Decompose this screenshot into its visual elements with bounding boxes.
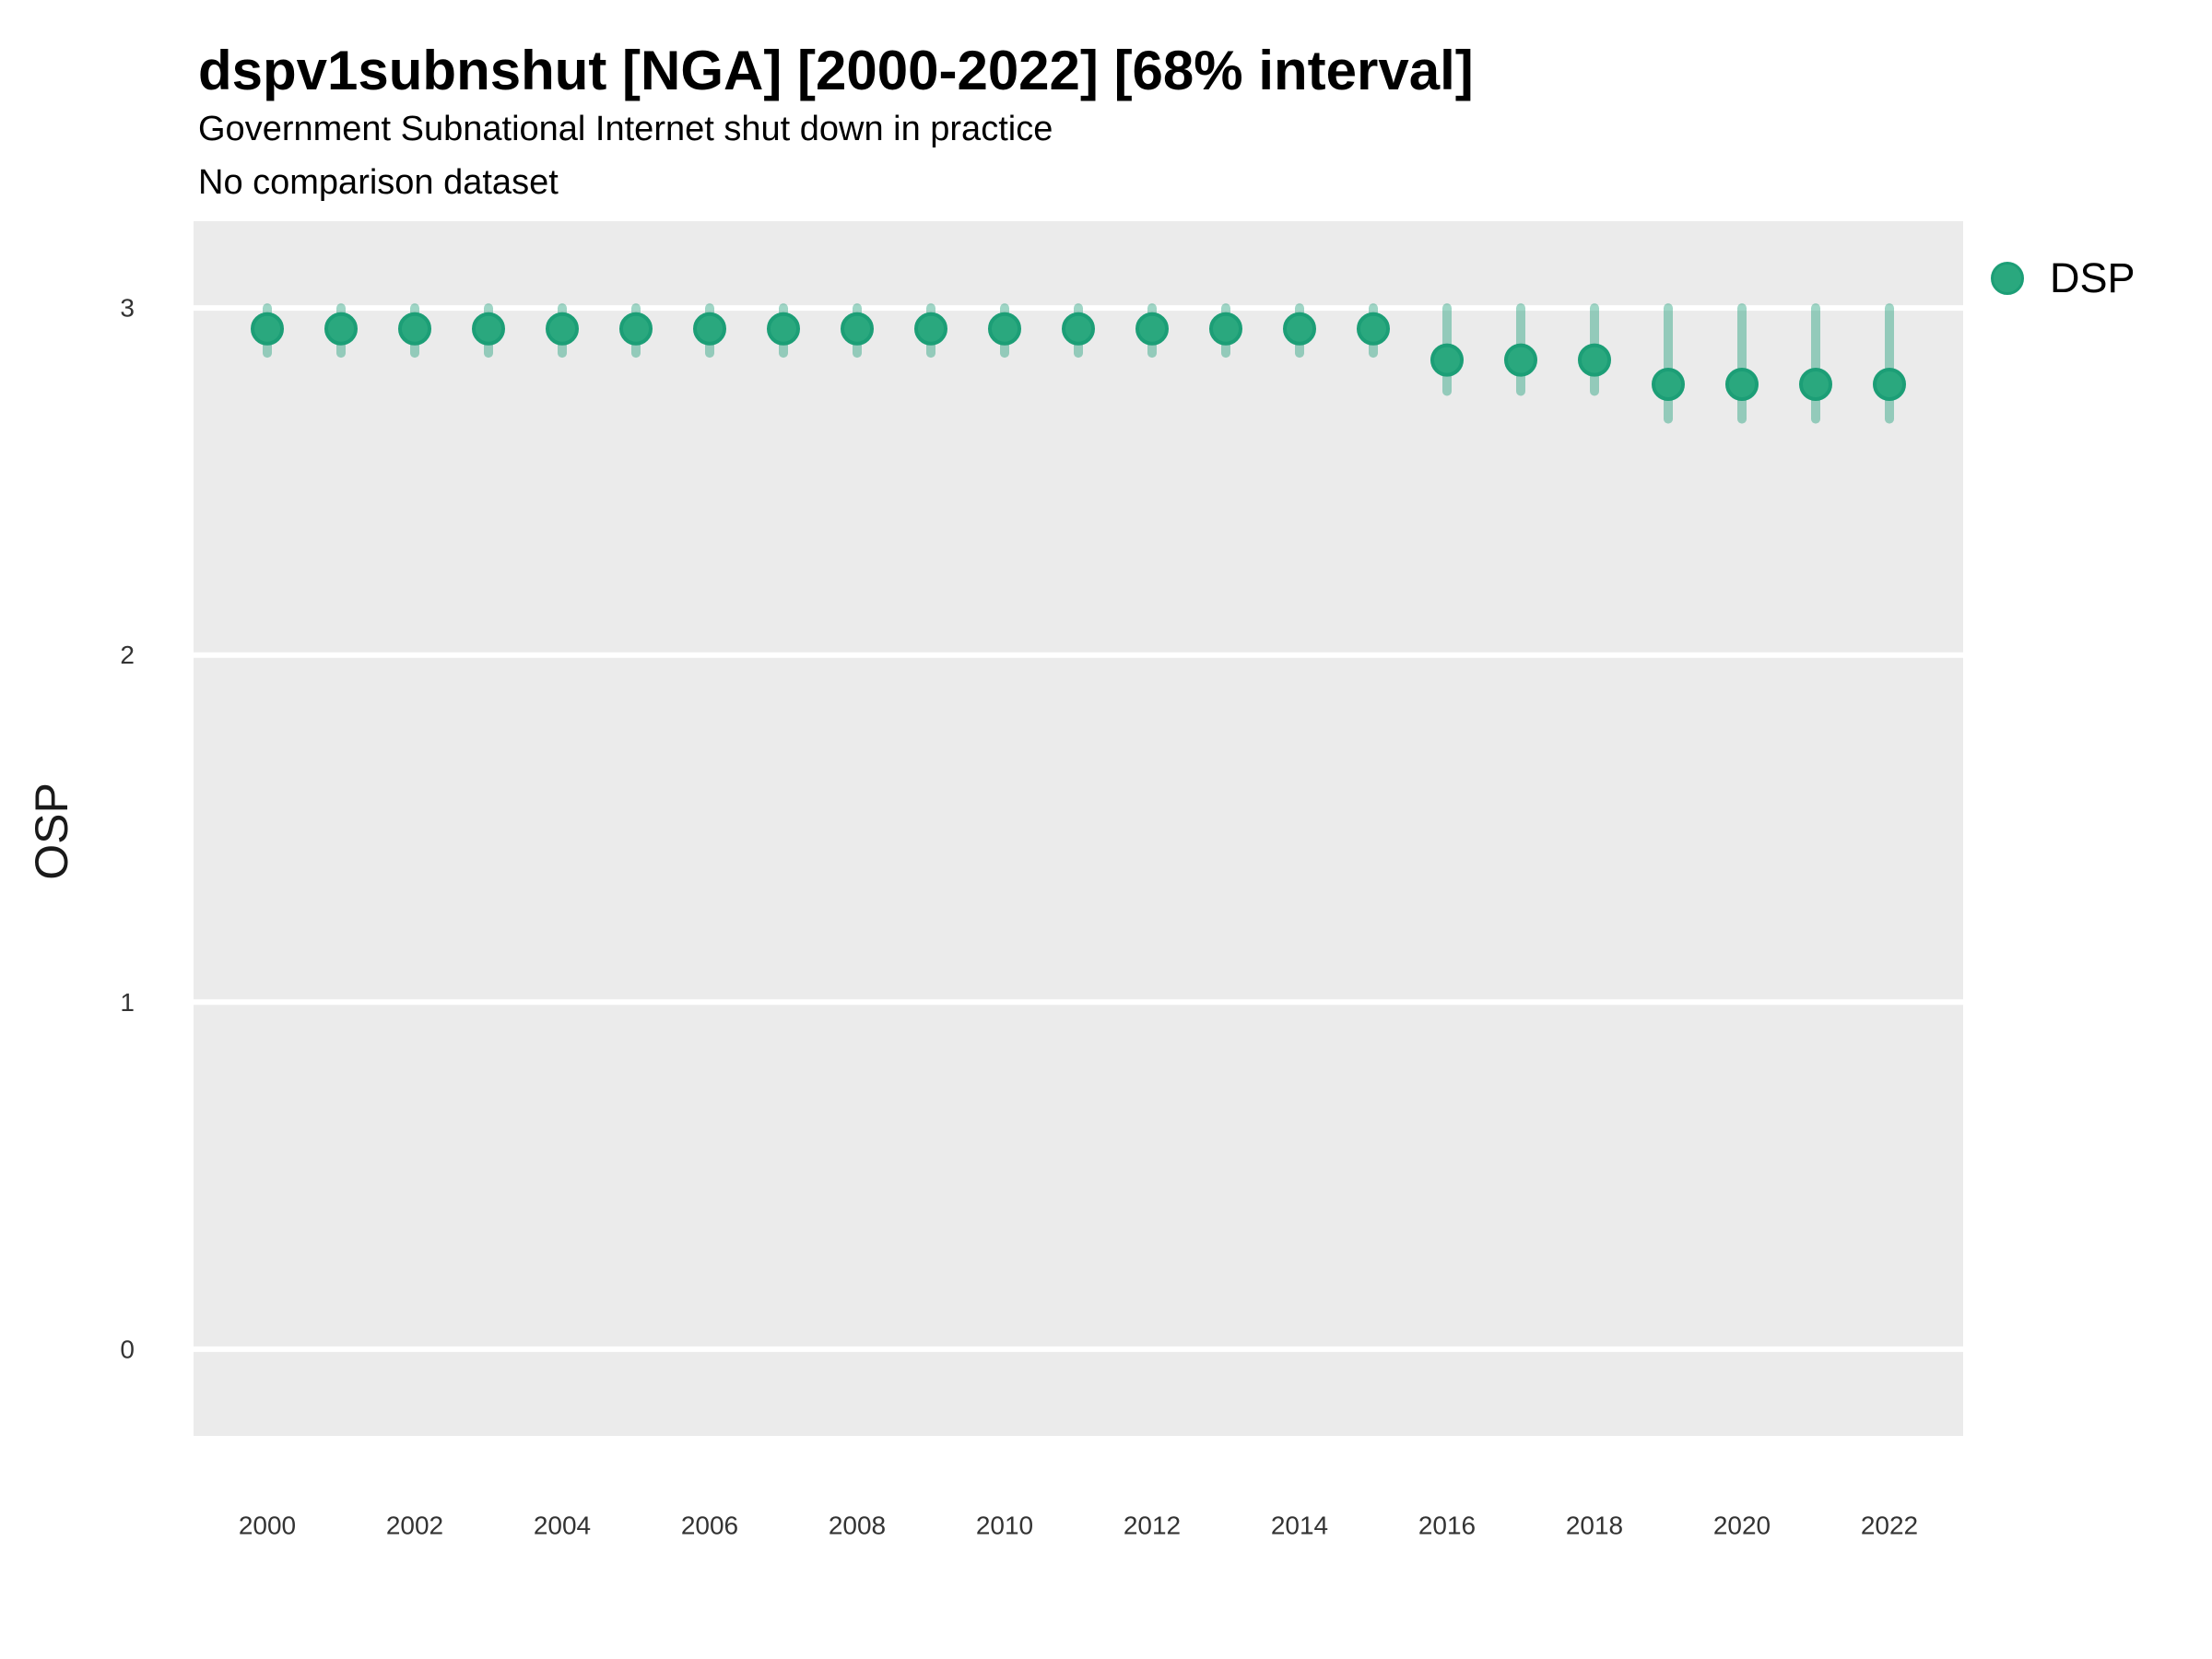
x-tick-label: 2018: [1566, 1512, 1623, 1540]
data-point: [1725, 367, 1759, 401]
data-point: [398, 312, 431, 346]
x-tick-label: 2004: [534, 1512, 591, 1540]
x-tick-label: 2002: [386, 1512, 443, 1540]
data-point: [1578, 343, 1611, 377]
data-point: [914, 312, 947, 346]
data-point: [841, 312, 874, 346]
chart-title: dspv1subnshut [NGA] [2000-2022] [68% int…: [198, 40, 1474, 101]
x-tick-label: 2006: [681, 1512, 738, 1540]
data-point: [1062, 312, 1095, 346]
data-point: [1504, 343, 1537, 377]
data-point: [1357, 312, 1390, 346]
x-tick-label: 2000: [239, 1512, 296, 1540]
plot-panel: 0 1 2 3 2000 2002 2004 2006 2008 2010 2012 2014 2016…: [120, 221, 1963, 1540]
y-axis-title: OSP: [26, 782, 77, 880]
x-tick-label: 2022: [1861, 1512, 1918, 1540]
data-point: [693, 312, 726, 346]
legend: DSP: [1991, 254, 2136, 302]
data-point: [472, 312, 505, 346]
data-point: [1873, 367, 1906, 401]
pointrange-chart: 0 1 2 3 2000 2002 2004 2006 2008 2010 2012 2014 2016…: [120, 294, 1963, 1540]
data-point: [1135, 312, 1169, 346]
data-point: [767, 312, 800, 346]
legend-point-icon: [1991, 262, 2024, 295]
x-tick-label: 2010: [976, 1512, 1033, 1540]
data-point: [1799, 367, 1832, 401]
y-tick-label: 0: [120, 1335, 135, 1363]
x-tick-label: 2008: [829, 1512, 886, 1540]
data-point: [324, 312, 358, 346]
y-tick-label: 3: [120, 294, 135, 323]
data-point: [988, 312, 1021, 346]
data-point: [1283, 312, 1316, 346]
data-point: [546, 312, 579, 346]
legend-label: DSP: [2050, 254, 2136, 301]
y-tick-label: 1: [120, 988, 135, 1017]
data-point: [251, 312, 284, 346]
x-tick-label: 2014: [1271, 1512, 1328, 1540]
chart-subtitle: Government Subnational Internet shut dow…: [198, 110, 1053, 148]
x-tick-label: 2020: [1713, 1512, 1771, 1540]
x-tick-label: 2012: [1124, 1512, 1181, 1540]
y-tick-label: 2: [120, 641, 135, 669]
data-point: [1209, 312, 1242, 346]
x-tick-label: 2016: [1418, 1512, 1476, 1540]
data-point: [1430, 343, 1464, 377]
data-point: [619, 312, 653, 346]
data-point: [1652, 367, 1685, 401]
comparison-note: No comparison dataset: [198, 163, 559, 202]
